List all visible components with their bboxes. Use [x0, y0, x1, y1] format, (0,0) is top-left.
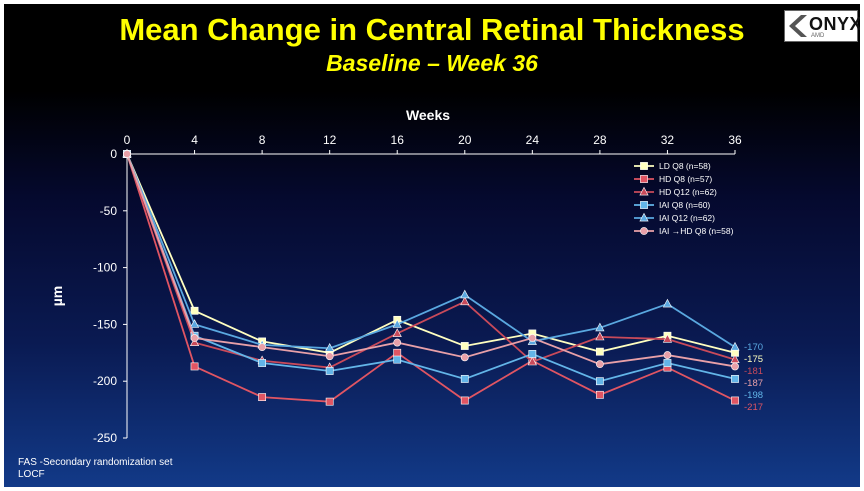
footnote-method: LOCF — [18, 469, 45, 480]
data-point-s4-w20 — [460, 289, 470, 299]
data-point-s3-w28 — [595, 377, 604, 386]
data-point-s1-w4 — [190, 362, 199, 371]
end-label-s3: -198 — [744, 390, 763, 401]
header-band — [4, 4, 860, 90]
data-point-s1-w28 — [595, 390, 604, 399]
legend-label-5: IAI →HD Q8 (n=58) — [659, 226, 734, 236]
x-tick-label-24: 24 — [526, 133, 540, 147]
data-point-s0-w4 — [190, 306, 199, 315]
logo-subtext: AMD — [811, 33, 825, 39]
data-point-s2-w24 — [527, 356, 537, 366]
data-point-s1-w12 — [325, 397, 334, 406]
series-line-4 — [126, 153, 736, 350]
series-line-1 — [126, 153, 736, 403]
data-point-s4-w36 — [730, 341, 740, 351]
data-point-s5-w16 — [393, 338, 402, 347]
footnote-population: FAS -Secondary randomization set — [18, 457, 173, 468]
series-line-2 — [126, 153, 736, 369]
chart: 0 4 8 12 16 20 24 28 32 36 Weeks 0 -50 -100 -150 -200 -2… — [49, 107, 763, 445]
end-label-s1: -217 — [744, 402, 763, 413]
data-point-s2-w20 — [460, 296, 470, 306]
legend-label-3: IAI Q8 (n=60) — [659, 200, 710, 210]
data-point-s1-w16 — [393, 348, 402, 357]
series-line-0 — [126, 153, 736, 354]
data-point-s2-w32 — [662, 333, 673, 343]
legend-marker-2 — [639, 186, 649, 196]
data-point-s2-w28 — [595, 331, 605, 341]
onyx-logo: ONYX AMD — [784, 10, 860, 42]
legend-label-4: IAI Q12 (n=62) — [659, 213, 715, 223]
legend-marker-5 — [640, 227, 648, 235]
y-tick-label--200: -200 — [93, 374, 117, 388]
x-axis-title: Weeks — [406, 107, 450, 123]
data-point-s1-w20 — [460, 396, 469, 405]
data-point-s3-w12 — [325, 367, 334, 375]
legend-label-1: HD Q8 (n=57) — [659, 174, 712, 184]
data-point-s5-w20 — [460, 353, 469, 362]
data-point-s2-w16 — [392, 328, 402, 337]
y-axis-title: µm — [49, 286, 65, 307]
data-point-s4-w12 — [325, 343, 335, 352]
y-tick-label-0: 0 — [110, 147, 117, 161]
data-point-s5-w36 — [731, 362, 739, 371]
data-point-s5-w28 — [595, 360, 604, 369]
legend-marker-4 — [639, 212, 649, 222]
data-point-s0-w28 — [595, 347, 604, 356]
x-tick-label-4: 4 — [191, 133, 198, 147]
data-point-s1-w8 — [258, 393, 267, 402]
data-point-s3-w8 — [258, 359, 267, 367]
data-point-s5-w32 — [663, 351, 672, 359]
data-point-s5-w4 — [190, 334, 199, 342]
data-point-s5-w24 — [528, 334, 537, 342]
data-point-s3-w32 — [663, 359, 672, 367]
legend-label-0: LD Q8 (n=58) — [659, 161, 711, 171]
x-tick-label-20: 20 — [458, 133, 472, 147]
slide-subtitle: Baseline – Week 36 — [326, 50, 538, 76]
x-tick-label-8: 8 — [259, 133, 266, 147]
slide-title: Mean Change in Central Retinal Thickness — [119, 12, 745, 47]
data-point-s1-w36 — [731, 396, 739, 405]
data-point-s3-w36 — [731, 375, 739, 383]
x-tick-label-36: 36 — [728, 133, 742, 147]
end-label-s0: -175 — [744, 354, 763, 365]
x-tick-label-12: 12 — [323, 133, 337, 147]
logo-text: ONYX — [809, 14, 860, 34]
data-point-s0-w20 — [460, 342, 469, 350]
y-tick-label--250: -250 — [93, 431, 117, 445]
data-point-s5-w8 — [258, 343, 267, 352]
data-point-s3-w16 — [393, 355, 402, 364]
legend-marker-3 — [640, 201, 648, 209]
legend-label-2: HD Q12 (n=62) — [659, 187, 717, 197]
data-point-s3-w24 — [528, 350, 537, 358]
legend-marker-0 — [640, 162, 648, 170]
end-label-s2: -181 — [744, 366, 763, 377]
x-tick-label-32: 32 — [661, 133, 675, 147]
series-line-5 — [126, 153, 736, 368]
legend-marker-1 — [640, 175, 648, 183]
chevron-logo-icon — [789, 15, 807, 37]
x-tick-label-0: 0 — [124, 133, 131, 147]
y-tick-label--150: -150 — [93, 317, 117, 331]
data-point-s4-w28 — [595, 322, 605, 332]
data-point-s4-w32 — [662, 298, 673, 308]
data-point-s5-w0 — [123, 150, 131, 158]
end-label-s4: -170 — [744, 342, 763, 353]
data-point-s4-w4 — [189, 319, 200, 328]
x-tick-label-28: 28 — [593, 133, 607, 147]
slide: Mean Change in Central Retinal Thickness… — [4, 4, 860, 487]
series-line-3 — [126, 153, 736, 383]
end-label-s5: -187 — [744, 378, 763, 389]
x-tick-label-16: 16 — [391, 133, 405, 147]
y-tick-label--100: -100 — [93, 261, 117, 275]
y-tick-label--50: -50 — [100, 204, 118, 218]
data-point-s3-w20 — [460, 375, 469, 383]
data-point-s4-w16 — [392, 319, 402, 328]
data-point-s5-w12 — [325, 352, 334, 361]
